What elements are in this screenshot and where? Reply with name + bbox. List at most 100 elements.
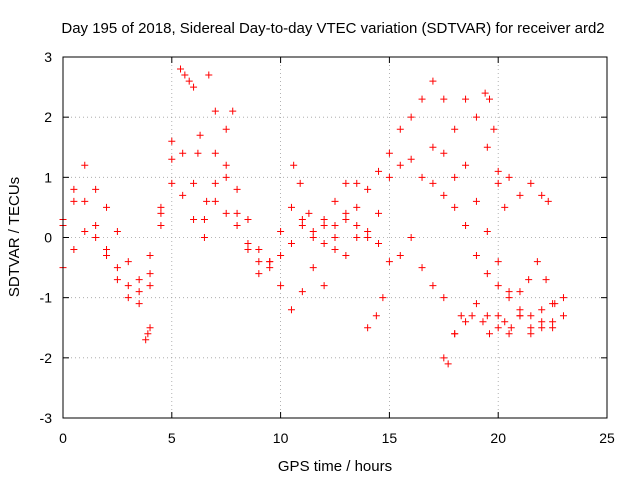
data-point [440, 191, 448, 199]
data-point [181, 71, 189, 79]
data-point [494, 179, 502, 187]
data-point [429, 179, 437, 187]
data-point [494, 312, 502, 320]
data-point [146, 324, 154, 332]
data-point [472, 197, 480, 205]
data-point [320, 282, 328, 290]
data-point [457, 312, 465, 320]
data-point [168, 179, 176, 187]
data-point [266, 258, 274, 266]
data-point [353, 221, 361, 229]
data-point [501, 203, 509, 211]
data-point [92, 185, 100, 193]
y-axis-ticks: -3 -2 -1 0 1 2 3 [40, 49, 607, 426]
data-point [505, 330, 513, 338]
data-point [309, 264, 317, 272]
data-point [485, 330, 493, 338]
data-point [379, 294, 387, 302]
data-point [103, 246, 111, 254]
data-point [135, 288, 143, 296]
data-point [472, 252, 480, 260]
data-point [205, 71, 213, 79]
data-point [494, 258, 502, 266]
data-point [157, 209, 165, 217]
data-point [146, 270, 154, 278]
data-point [462, 95, 470, 103]
data-point [113, 227, 121, 235]
data-point [462, 161, 470, 169]
data-point [200, 215, 208, 223]
data-point [222, 161, 230, 169]
data-point [157, 203, 165, 211]
data-point [538, 191, 546, 199]
data-point [451, 125, 459, 133]
data-point [203, 197, 211, 205]
data-point [124, 258, 132, 266]
data-point [559, 294, 567, 302]
data-point [407, 113, 415, 121]
data-point [483, 270, 491, 278]
data-point [298, 215, 306, 223]
data-point [81, 161, 89, 169]
data-point [472, 300, 480, 308]
data-point [177, 65, 185, 73]
data-point [505, 173, 513, 181]
data-point [200, 234, 208, 241]
data-point [298, 288, 306, 296]
data-point [375, 240, 383, 248]
data-point [331, 234, 339, 241]
x-tick-label: 5 [168, 430, 176, 446]
data-point [516, 288, 524, 296]
data-point [527, 330, 535, 338]
data-point [364, 227, 372, 235]
x-axis-ticks: 0 5 10 15 20 25 [59, 57, 615, 446]
data-point [544, 197, 552, 205]
data-point [481, 89, 489, 97]
data-point [490, 125, 498, 133]
data-point [494, 167, 502, 175]
data-point [113, 264, 121, 272]
data-point [485, 95, 493, 103]
data-point [320, 215, 328, 223]
data-point [462, 221, 470, 229]
data-point [222, 209, 230, 217]
data-point [342, 179, 350, 187]
data-point [364, 324, 372, 332]
data-point [549, 318, 557, 326]
y-tick-label: 2 [44, 109, 52, 125]
data-point [190, 179, 198, 187]
data-points [59, 65, 567, 368]
data-point [444, 360, 452, 368]
data-point [290, 161, 298, 169]
data-point [440, 294, 448, 302]
data-point [364, 185, 372, 193]
data-point [190, 83, 198, 91]
data-point [331, 221, 339, 229]
data-point [255, 246, 263, 254]
data-point [124, 282, 132, 290]
data-point [364, 234, 372, 241]
data-point [331, 246, 339, 254]
x-tick-label: 20 [490, 430, 506, 446]
data-point [538, 318, 546, 326]
y-tick-label: 3 [44, 49, 52, 65]
data-point [451, 173, 459, 181]
data-point [375, 209, 383, 217]
data-point [255, 258, 263, 266]
data-point [81, 227, 89, 235]
data-point [233, 221, 241, 229]
data-point [81, 197, 89, 205]
y-axis-label: SDTVAR / TECUs [6, 177, 23, 297]
y-tick-label: -1 [40, 290, 53, 306]
data-point [135, 300, 143, 308]
series-trace-e [429, 89, 552, 211]
data-point [372, 312, 380, 320]
data-point [211, 149, 219, 157]
data-point [516, 191, 524, 199]
data-point [342, 209, 350, 217]
data-point [222, 173, 230, 181]
data-point [342, 215, 350, 223]
series-trace-d [142, 71, 567, 368]
data-point [320, 221, 328, 229]
data-point [92, 221, 100, 229]
